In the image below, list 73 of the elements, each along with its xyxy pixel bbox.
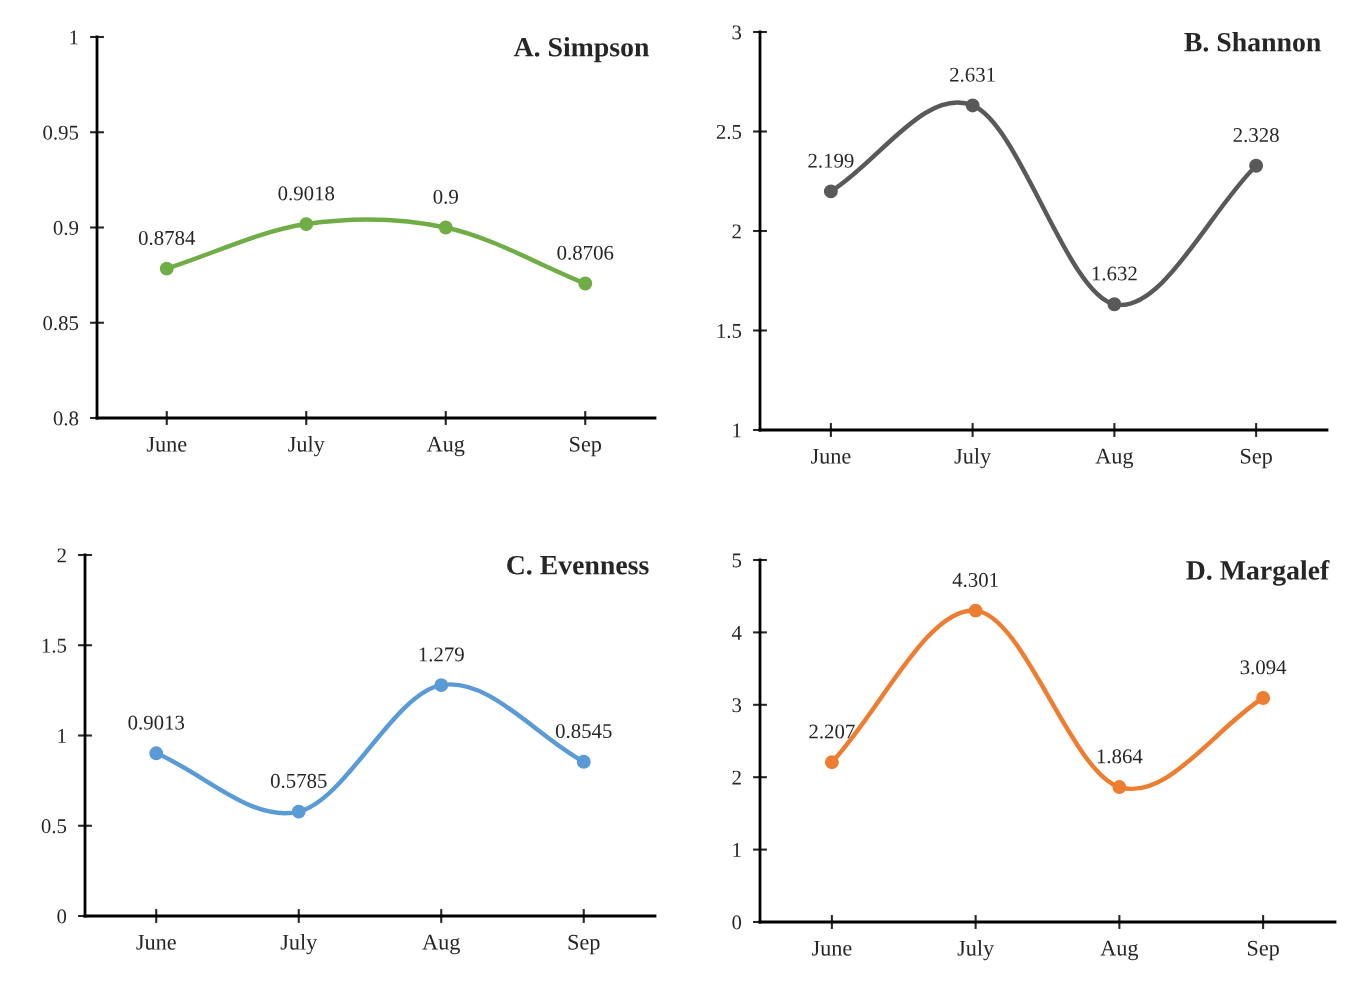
y-tick-label: 2	[732, 224, 741, 239]
data-label: 2.199	[808, 153, 854, 168]
y-tick-label: 0.5	[41, 819, 67, 834]
data-label: 2.328	[1233, 127, 1279, 143]
data-label: 0.9018	[278, 186, 335, 201]
y-tick-label: 3	[732, 25, 742, 40]
x-tick-label: Sep	[1240, 448, 1272, 469]
y-tick-label: 1	[58, 728, 66, 743]
y-tick-label: 1.5	[42, 638, 67, 653]
chart-title: C. Evenness	[507, 555, 649, 575]
x-tick-label: Aug	[1095, 448, 1134, 469]
data-label: 0.9013	[128, 715, 185, 730]
y-tick-label: 1	[70, 30, 78, 45]
x-tick-label: Sep	[1247, 940, 1279, 961]
point	[968, 603, 983, 618]
y-tick-label: 2	[57, 548, 66, 563]
data-label: 2.207	[809, 724, 855, 739]
chart-title: B. Shannon	[1184, 32, 1321, 52]
y-tick-label: 0.85	[43, 316, 79, 331]
x-tick-label: June	[810, 448, 851, 464]
x-tick-label: June	[811, 940, 852, 956]
x-tick-label: July	[957, 940, 995, 961]
x-tick-label: Aug	[426, 436, 465, 457]
point	[438, 220, 453, 235]
point	[159, 261, 174, 276]
x-tick-label: Sep	[570, 436, 602, 457]
data-label: 0.8545	[555, 724, 612, 739]
data-label: 2.631	[950, 67, 995, 82]
x-tick-label: Sep	[568, 934, 600, 955]
point	[578, 276, 593, 291]
x-tick-label: July	[288, 436, 325, 457]
data-label: 3.094	[1240, 660, 1287, 675]
data-label: 0.5785	[270, 773, 327, 788]
chart-title: D. Margalef	[1186, 560, 1330, 586]
data-label: 1.632	[1092, 266, 1137, 281]
data-label: 0.8784	[138, 230, 196, 246]
y-tick-label: 4	[731, 625, 742, 640]
point	[434, 678, 449, 693]
y-tick-label: 0	[732, 915, 742, 930]
y-tick-label: 0.9	[53, 220, 79, 236]
x-tick-label: July	[954, 448, 992, 469]
point	[1256, 691, 1271, 705]
y-tick-label: 0.8	[53, 411, 79, 426]
point	[1112, 780, 1127, 794]
y-tick-label: 5	[732, 553, 742, 568]
x-tick-label: June	[146, 436, 187, 452]
x-tick-label: Aug	[1100, 940, 1139, 961]
x-tick-label: Aug	[422, 934, 460, 955]
point	[824, 755, 839, 770]
data-label: 4.301	[952, 572, 998, 588]
data-label: 1.279	[419, 647, 464, 662]
y-tick-label: 1	[733, 843, 741, 857]
x-tick-label: July	[280, 934, 318, 955]
point	[1107, 297, 1122, 312]
y-tick-label: 2	[732, 770, 741, 785]
y-tick-label: 1.5	[717, 323, 742, 339]
point	[299, 217, 314, 232]
point	[965, 98, 980, 113]
x-tick-label: June	[136, 934, 176, 950]
point	[576, 754, 591, 769]
point	[291, 804, 306, 819]
point	[1249, 158, 1264, 173]
y-tick-label: 0	[57, 909, 67, 924]
point	[823, 184, 838, 199]
chart-title: A. Simpson	[513, 37, 650, 63]
y-tick-label: 3	[732, 698, 742, 713]
y-tick-label: 2.5	[716, 124, 742, 140]
data-label: 0.9	[433, 189, 458, 204]
y-tick-label: 0.95	[43, 125, 79, 140]
y-tick-label: 1	[733, 423, 741, 438]
data-label: 1.864	[1097, 749, 1143, 764]
data-label: 0.8706	[557, 245, 614, 260]
point	[149, 746, 164, 761]
